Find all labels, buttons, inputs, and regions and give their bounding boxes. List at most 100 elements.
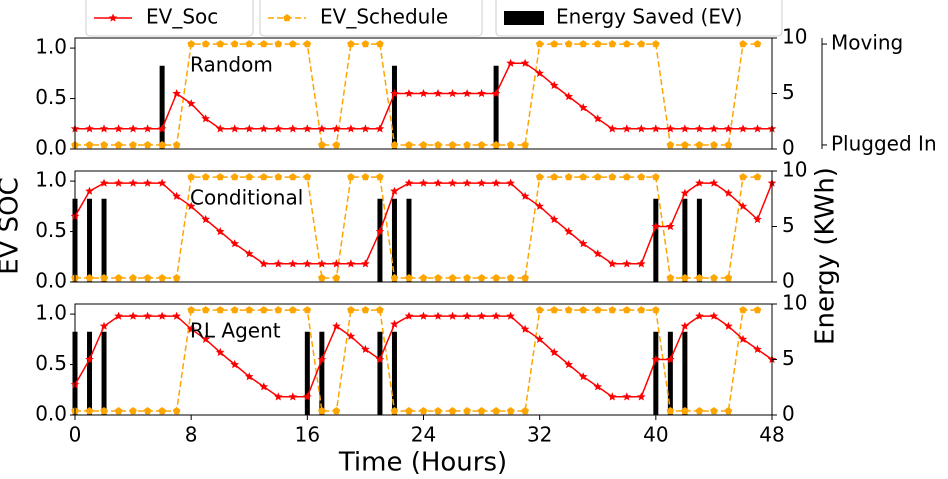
soc-marker xyxy=(637,392,646,401)
y3-tick-label: Plugged In xyxy=(831,131,937,155)
schedule-marker xyxy=(201,40,210,48)
schedule-marker xyxy=(608,306,617,314)
y2-tick-label: 0 xyxy=(782,136,795,160)
soc-marker xyxy=(157,124,167,133)
panel-annotation: RL Agent xyxy=(190,319,281,343)
schedule-marker xyxy=(492,274,500,282)
schedule-marker xyxy=(637,40,646,48)
schedule-marker xyxy=(332,274,341,282)
soc-marker xyxy=(128,178,138,187)
soc-marker xyxy=(419,311,428,320)
soc-marker xyxy=(462,178,472,187)
energy-bar xyxy=(682,331,688,415)
soc-marker xyxy=(317,355,327,364)
schedule-marker xyxy=(419,274,428,282)
schedule-marker xyxy=(535,306,544,314)
schedule-marker xyxy=(710,274,718,282)
schedule-marker xyxy=(521,141,529,149)
schedule-marker xyxy=(579,40,587,48)
schedule-marker xyxy=(593,306,602,314)
energy-bar xyxy=(87,331,93,415)
energy-bar xyxy=(319,331,325,415)
soc-marker xyxy=(346,124,356,133)
schedule-marker xyxy=(506,274,515,282)
soc-marker xyxy=(361,124,370,133)
y-tick-label: 1.0 xyxy=(35,168,67,192)
energy-bar xyxy=(667,331,673,415)
schedule-marker xyxy=(434,407,442,415)
schedule-marker xyxy=(652,306,660,314)
soc-marker xyxy=(186,324,196,333)
soc-marker xyxy=(622,259,632,268)
soc-marker xyxy=(303,259,312,268)
soc-marker xyxy=(245,249,254,258)
schedule-marker xyxy=(564,40,573,48)
soc-marker xyxy=(637,124,646,133)
y-tick-label: 0.5 xyxy=(35,351,67,375)
schedule-marker xyxy=(550,173,558,181)
soc-marker xyxy=(375,355,385,364)
schedule-marker xyxy=(390,141,399,149)
energy-bar xyxy=(391,65,397,149)
schedule-marker xyxy=(434,141,442,149)
y-tick-label: 0.5 xyxy=(35,218,67,242)
legend-box xyxy=(495,0,783,37)
schedule-marker xyxy=(361,173,370,181)
schedule-marker xyxy=(637,306,646,314)
schedule-marker xyxy=(289,306,297,314)
schedule-marker xyxy=(652,173,660,181)
y2-tick-label: 10 xyxy=(782,291,807,315)
soc-marker xyxy=(680,321,690,330)
schedule-marker xyxy=(681,141,689,149)
soc-marker xyxy=(317,259,327,268)
soc-marker xyxy=(390,186,399,195)
schedule-marker xyxy=(100,407,108,415)
schedule-marker xyxy=(681,407,689,415)
schedule-marker xyxy=(85,407,94,415)
schedule-marker xyxy=(724,141,733,149)
soc-marker xyxy=(157,178,167,187)
energy-bar xyxy=(406,198,412,282)
soc-marker xyxy=(535,68,544,77)
soc-marker xyxy=(666,222,675,231)
schedule-marker xyxy=(201,306,210,314)
soc-marker xyxy=(346,259,356,268)
energy-bar xyxy=(391,198,397,282)
soc-marker xyxy=(637,259,646,268)
schedule-marker xyxy=(710,407,718,415)
schedule-marker xyxy=(260,173,268,181)
soc-marker xyxy=(245,372,254,381)
soc-marker xyxy=(288,259,298,268)
schedule-marker xyxy=(289,173,297,181)
schedule-marker xyxy=(361,306,370,314)
soc-marker xyxy=(172,89,181,98)
schedule-marker xyxy=(666,141,675,149)
soc-marker xyxy=(680,124,690,133)
soc-marker xyxy=(535,334,544,343)
schedule-marker xyxy=(85,274,94,282)
legend-label: EV_Soc xyxy=(146,5,218,29)
x-tick-label: 24 xyxy=(411,423,436,447)
energy-bar xyxy=(682,198,688,282)
soc-marker xyxy=(186,201,196,210)
soc-marker xyxy=(128,124,138,133)
legend-box xyxy=(259,0,483,37)
energy-bar xyxy=(101,198,107,282)
schedule-marker xyxy=(201,173,210,181)
soc-marker xyxy=(477,89,486,98)
soc-marker xyxy=(433,89,443,98)
schedule-marker xyxy=(245,306,254,314)
schedule-marker xyxy=(739,306,747,314)
y2-tick-label: 0 xyxy=(782,269,795,293)
soc-marker xyxy=(564,227,573,236)
legend-swatch xyxy=(504,11,544,25)
legend-marker xyxy=(108,13,118,22)
soc-marker xyxy=(520,191,530,200)
soc-marker xyxy=(491,178,501,187)
soc-marker xyxy=(114,178,123,187)
energy-bar xyxy=(87,198,93,282)
soc-marker xyxy=(462,89,472,98)
soc-marker xyxy=(709,178,719,187)
soc-marker xyxy=(608,124,617,133)
soc-marker xyxy=(303,392,312,401)
